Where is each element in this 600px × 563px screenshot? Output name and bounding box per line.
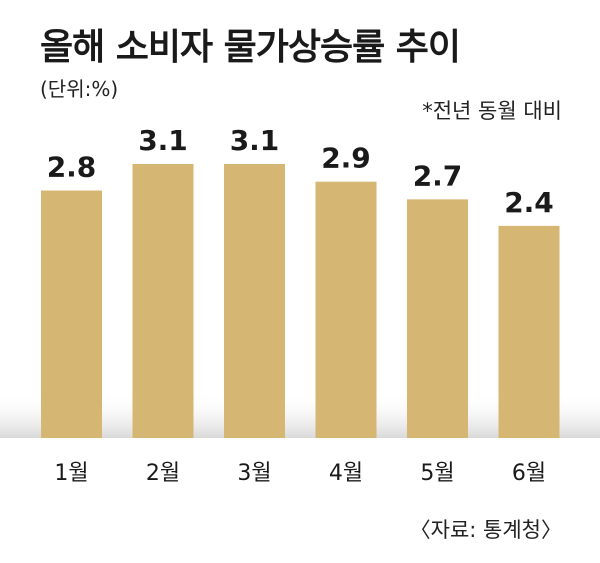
bar-2 bbox=[132, 164, 194, 438]
value-label: 2.8 bbox=[47, 151, 97, 184]
value-label: 2.9 bbox=[321, 142, 371, 175]
bar-4 bbox=[315, 181, 377, 438]
comparison-note: *전년 동월 대비 bbox=[422, 99, 562, 123]
chart-title: 올해 소비자 물가상승률 추이 bbox=[40, 27, 461, 68]
unit-label: (단위:%) bbox=[40, 77, 119, 101]
bar-3 bbox=[224, 164, 285, 438]
category-label: 2월 bbox=[146, 461, 180, 486]
value-label: 3.1 bbox=[230, 124, 280, 157]
category-label: 4월 bbox=[329, 461, 363, 486]
value-label: 3.1 bbox=[138, 124, 188, 157]
source-label: 〈자료: 통계청〉 bbox=[409, 518, 562, 542]
bar-1 bbox=[41, 190, 102, 438]
category-label: 6월 bbox=[512, 461, 546, 486]
value-label: 2.4 bbox=[504, 186, 554, 219]
value-label: 2.7 bbox=[413, 159, 463, 192]
bar-5 bbox=[407, 199, 468, 438]
category-label: 1월 bbox=[54, 461, 88, 486]
category-label: 5월 bbox=[420, 461, 454, 486]
category-label: 3월 bbox=[237, 461, 271, 486]
bar-6 bbox=[498, 225, 560, 438]
